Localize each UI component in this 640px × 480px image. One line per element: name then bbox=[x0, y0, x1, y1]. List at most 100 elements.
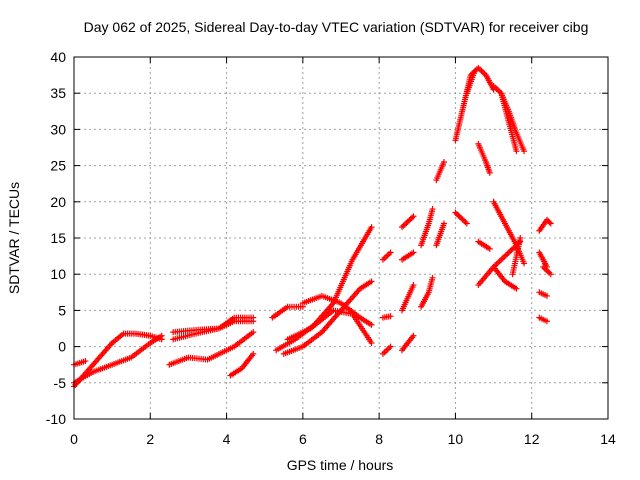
data-point bbox=[407, 215, 414, 222]
y-tick-label: 0 bbox=[58, 339, 66, 355]
data-point bbox=[409, 214, 416, 221]
data-point bbox=[463, 220, 470, 227]
series-track-w bbox=[433, 220, 447, 249]
y-axis-label: SDTVAR / TECUs bbox=[6, 182, 22, 294]
x-tick-label: 4 bbox=[223, 431, 231, 447]
data-point bbox=[387, 343, 394, 350]
data-point bbox=[440, 220, 447, 227]
series-track-f bbox=[166, 329, 257, 368]
data-point bbox=[429, 206, 436, 213]
series-track-q bbox=[399, 213, 417, 231]
series-track-b bbox=[71, 332, 165, 386]
y-tick-label: 5 bbox=[58, 302, 66, 318]
data-point bbox=[440, 158, 447, 165]
plot-frame bbox=[73, 56, 609, 420]
data-point bbox=[486, 245, 493, 252]
data-point bbox=[410, 282, 417, 289]
series-track-am bbox=[536, 314, 550, 325]
y-tick-label: 25 bbox=[50, 158, 66, 174]
data-point bbox=[462, 219, 469, 226]
y-tick-label: 40 bbox=[50, 49, 66, 65]
x-axis-label: GPS time / hours bbox=[287, 457, 394, 473]
series-track-ak bbox=[540, 263, 554, 278]
x-axis-ticks: 0 2 4 6 8 10 12 14 bbox=[70, 57, 616, 447]
series-track-ae bbox=[490, 198, 528, 267]
series-track-ai bbox=[536, 216, 554, 234]
data-point bbox=[400, 222, 407, 229]
data-point bbox=[508, 246, 515, 253]
y-tick-label: -10 bbox=[46, 411, 66, 427]
y-tick-label: 20 bbox=[50, 194, 66, 210]
data-point bbox=[403, 220, 410, 227]
x-tick-label: 8 bbox=[375, 431, 383, 447]
data-point bbox=[368, 321, 375, 328]
series-track-x bbox=[452, 64, 497, 144]
series-track-r bbox=[399, 282, 417, 314]
data-point bbox=[471, 68, 478, 75]
series-track-aa bbox=[498, 90, 528, 155]
data-points bbox=[71, 64, 554, 390]
data-point bbox=[459, 216, 466, 223]
series-track-ab bbox=[475, 140, 493, 176]
data-point bbox=[517, 235, 524, 241]
data-point bbox=[368, 224, 375, 231]
x-tick-label: 10 bbox=[448, 431, 464, 447]
data-point bbox=[455, 212, 462, 219]
x-tick-label: 6 bbox=[299, 431, 307, 447]
data-point bbox=[368, 339, 375, 346]
data-point bbox=[404, 218, 411, 225]
series-track-u bbox=[418, 274, 436, 310]
series-track-ag bbox=[490, 263, 520, 292]
data-point bbox=[82, 358, 89, 365]
data-point bbox=[387, 313, 394, 320]
data-point bbox=[507, 248, 514, 255]
data-point bbox=[456, 213, 463, 220]
data-point bbox=[387, 249, 394, 256]
series-track-y bbox=[463, 68, 478, 97]
data-point bbox=[250, 350, 257, 357]
series-track-o bbox=[379, 343, 394, 357]
data-point bbox=[410, 332, 417, 339]
series-track-ad bbox=[475, 238, 493, 252]
series-track-al bbox=[536, 289, 550, 299]
data-point bbox=[410, 249, 417, 256]
data-point bbox=[250, 314, 257, 321]
y-tick-label: 10 bbox=[50, 266, 66, 282]
data-point bbox=[547, 271, 554, 278]
series-track-n bbox=[379, 313, 394, 321]
data-point bbox=[429, 274, 436, 281]
series-track-ah bbox=[509, 235, 524, 278]
data-point bbox=[158, 332, 165, 339]
x-tick-label: 14 bbox=[600, 431, 616, 447]
data-point bbox=[410, 213, 417, 220]
data-point bbox=[543, 292, 550, 299]
x-tick-label: 12 bbox=[524, 431, 540, 447]
y-tick-label: -5 bbox=[54, 375, 67, 391]
data-point bbox=[250, 329, 257, 336]
data-point bbox=[401, 221, 408, 228]
y-tick-label: 15 bbox=[50, 230, 66, 246]
series-track-i bbox=[269, 303, 306, 321]
chart-title: Day 062 of 2025, Sidereal Day-to-day VTE… bbox=[84, 19, 589, 35]
series-track-p bbox=[399, 249, 417, 263]
data-point bbox=[368, 278, 375, 285]
x-tick-label: 2 bbox=[146, 431, 154, 447]
data-point bbox=[513, 148, 520, 155]
data-point bbox=[547, 220, 554, 227]
data-point bbox=[513, 285, 520, 292]
data-point bbox=[458, 215, 465, 222]
series-track-s bbox=[399, 332, 417, 354]
series-track-m bbox=[379, 249, 394, 263]
data-point bbox=[452, 209, 459, 216]
x-tick-label: 0 bbox=[70, 431, 78, 447]
series-track-v bbox=[433, 158, 447, 184]
data-point bbox=[521, 148, 528, 155]
data-point bbox=[546, 219, 553, 226]
data-point bbox=[453, 211, 460, 218]
data-point bbox=[543, 318, 550, 325]
data-point bbox=[461, 217, 468, 224]
series-track-ac bbox=[452, 209, 470, 227]
data-point bbox=[521, 260, 528, 267]
data-point bbox=[399, 224, 406, 231]
